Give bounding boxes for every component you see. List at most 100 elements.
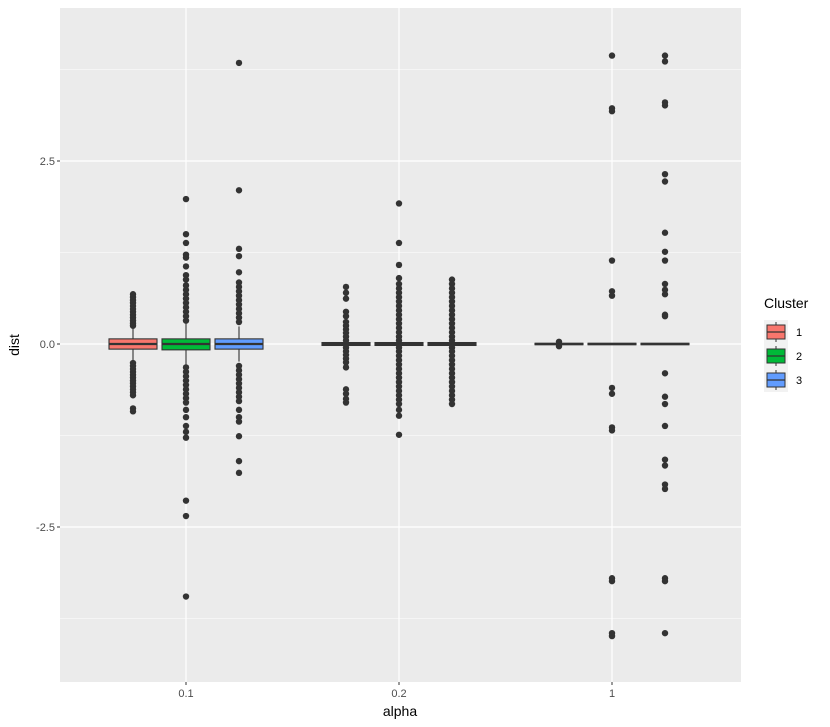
outlier-point bbox=[395, 352, 403, 359]
outlier-point bbox=[395, 293, 403, 301]
outlier-point bbox=[182, 497, 190, 504]
outlier-point bbox=[448, 324, 456, 332]
outlier-point bbox=[182, 373, 190, 380]
outlier-point bbox=[342, 399, 350, 406]
outlier-point bbox=[235, 310, 243, 317]
outlier-point bbox=[235, 469, 243, 477]
outlier-point bbox=[342, 308, 350, 315]
outlier-point bbox=[395, 280, 403, 288]
x-tick-label: 0.1 bbox=[178, 688, 193, 700]
outlier-point bbox=[342, 359, 350, 366]
outlier-point bbox=[182, 254, 190, 261]
outlier-point bbox=[661, 178, 669, 185]
outlier-point bbox=[182, 386, 190, 393]
x-axis: 0.1 0.2 1 bbox=[178, 682, 615, 700]
outlier-point bbox=[129, 392, 137, 399]
outlier-point bbox=[448, 400, 456, 408]
outlier-point bbox=[235, 288, 243, 295]
outlier-point bbox=[182, 317, 190, 324]
outlier-point bbox=[235, 252, 243, 260]
outlier-point bbox=[448, 298, 456, 305]
outlier-point bbox=[395, 315, 403, 323]
outlier-point bbox=[395, 285, 403, 292]
outlier-point bbox=[661, 280, 669, 288]
outlier-point bbox=[395, 374, 403, 381]
outlier-point bbox=[395, 302, 403, 310]
outlier-point bbox=[182, 364, 190, 371]
outlier-point bbox=[235, 375, 243, 383]
outlier-point bbox=[235, 457, 243, 465]
outlier-point bbox=[182, 394, 190, 402]
outlier-point bbox=[235, 371, 243, 378]
outlier-point bbox=[661, 58, 669, 65]
outlier-point bbox=[448, 352, 456, 359]
outlier-point bbox=[182, 195, 190, 203]
outlier-point bbox=[448, 307, 456, 314]
y-axis: -2.5 0.0 2.5 bbox=[36, 156, 60, 534]
outlier-point bbox=[661, 312, 669, 320]
outlier-point bbox=[661, 102, 669, 109]
outlier-point bbox=[661, 291, 669, 298]
outlier-point bbox=[448, 383, 456, 390]
y-tick-label: 2.5 bbox=[40, 156, 55, 168]
outliers-layer bbox=[129, 52, 669, 640]
outlier-point bbox=[555, 342, 563, 350]
outlier-point bbox=[448, 280, 456, 288]
outlier-point bbox=[608, 108, 616, 115]
outlier-point bbox=[342, 312, 350, 320]
outlier-point bbox=[235, 418, 243, 425]
outlier-point bbox=[661, 456, 669, 463]
outlier-point bbox=[342, 390, 350, 397]
outlier-point bbox=[395, 348, 403, 355]
outlier-point bbox=[182, 271, 190, 279]
outlier-point bbox=[661, 170, 669, 178]
outlier-point bbox=[395, 200, 403, 207]
outlier-point bbox=[235, 318, 243, 326]
outlier-point bbox=[661, 248, 669, 255]
outlier-point bbox=[182, 512, 190, 520]
outlier-point bbox=[448, 276, 456, 283]
outlier-point bbox=[448, 356, 456, 364]
legend-label: 1 bbox=[796, 327, 802, 339]
x-tick-label: 1 bbox=[609, 688, 615, 700]
outlier-point bbox=[182, 422, 190, 430]
outlier-point bbox=[182, 312, 190, 320]
legend-label: 3 bbox=[796, 375, 802, 387]
outlier-point bbox=[448, 311, 456, 318]
outlier-point bbox=[235, 279, 243, 286]
outlier-point bbox=[608, 292, 616, 299]
outlier-point bbox=[608, 390, 616, 397]
outlier-point bbox=[395, 239, 403, 247]
outlier-point bbox=[235, 292, 243, 299]
outlier-point bbox=[235, 384, 243, 392]
outlier-point bbox=[235, 305, 243, 313]
outlier-point bbox=[235, 389, 243, 396]
outlier-point bbox=[342, 364, 350, 371]
outlier-point bbox=[235, 397, 243, 405]
outlier-point bbox=[448, 293, 456, 301]
outlier-point bbox=[661, 286, 669, 294]
outlier-point bbox=[342, 295, 350, 302]
outlier-point bbox=[395, 274, 403, 282]
outlier-point bbox=[661, 422, 669, 430]
x-axis-title: alpha bbox=[383, 703, 417, 719]
outlier-point bbox=[448, 329, 456, 336]
outlier-point bbox=[661, 462, 669, 469]
outlier-point bbox=[661, 400, 669, 408]
outlier-point bbox=[129, 322, 137, 329]
outlier-point bbox=[395, 400, 403, 408]
outlier-point bbox=[395, 311, 403, 318]
outlier-point bbox=[661, 481, 669, 488]
outlier-point bbox=[608, 288, 616, 295]
legend-title: Cluster bbox=[764, 295, 809, 311]
outlier-point bbox=[395, 320, 403, 327]
outlier-point bbox=[182, 434, 190, 441]
outlier-point bbox=[129, 408, 137, 415]
outlier-point bbox=[235, 245, 243, 253]
outlier-point bbox=[395, 406, 403, 414]
outlier-point bbox=[448, 370, 456, 377]
outlier-point bbox=[395, 324, 403, 332]
outlier-point bbox=[395, 261, 403, 269]
outlier-point bbox=[448, 302, 456, 310]
